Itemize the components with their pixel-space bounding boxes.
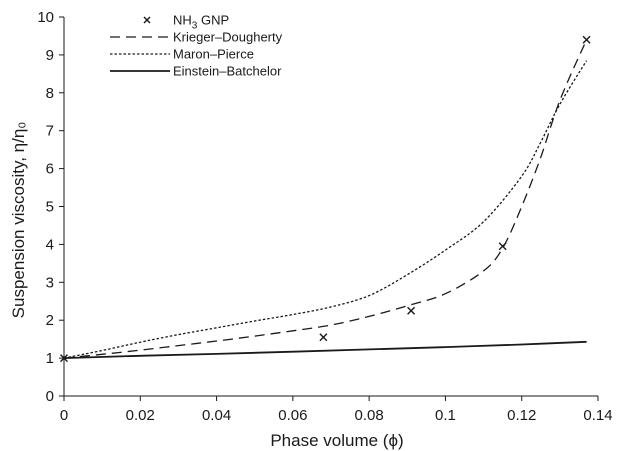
legend-entry-maron-pierce: Maron–Pierce: [110, 47, 254, 62]
data-point-nh3-gnp: [582, 35, 591, 44]
y-tick-label: 8: [46, 85, 54, 102]
x-tick-label: 0.08: [355, 407, 384, 424]
legend-label: NH3 GNP: [173, 13, 229, 32]
legend-label: Maron–Pierce: [173, 47, 254, 62]
y-axis-title: Suspension viscosity, η/η₀: [9, 122, 28, 319]
legend-marker-x: [143, 16, 151, 24]
x-tick-label: 0: [60, 407, 68, 424]
y-tick-label: 4: [46, 236, 54, 253]
series-group: [60, 35, 591, 363]
x-axis-title: Phase volume (ϕ): [270, 431, 403, 450]
y-tick-label: 6: [46, 161, 54, 178]
y-tick-label: 3: [46, 274, 54, 291]
legend-label: Krieger–Dougherty: [173, 30, 283, 45]
y-tick-label: 5: [46, 199, 54, 216]
y-tick-label: 10: [37, 9, 54, 26]
axes: 0 0.02 0.04 0.06 0.08 0.1 0.12 0.14 0 1 2 3 4 5 6 7 8 9 10: [37, 9, 612, 424]
series-line-krieger-dougherty: [63, 39, 588, 359]
x-tick-label: 0.14: [583, 407, 612, 424]
x-tick-label: 0.1: [435, 407, 456, 424]
y-tick-label: 9: [46, 47, 54, 64]
y-tick-label: 7: [46, 123, 54, 140]
data-point-nh3-gnp: [407, 306, 416, 315]
legend-entry-nh3-gnp: NH3 GNP: [143, 13, 229, 32]
y-tick-label: 0: [46, 388, 54, 405]
data-point-nh3-gnp: [319, 333, 328, 342]
legend-entry-einstein-batchelor: Einstein–Batchelor: [110, 64, 282, 79]
x-tick-label: 0.06: [278, 407, 307, 424]
y-tick-label: 2: [46, 312, 54, 329]
x-tick-label: 0.02: [126, 407, 155, 424]
series-line-maron-pierce: [63, 60, 588, 359]
legend-label: Einstein–Batchelor: [173, 64, 282, 79]
y-tick-label: 1: [46, 350, 54, 367]
series-line-einstein-batchelor: [63, 340, 587, 359]
legend-entry-krieger-dougherty: Krieger–Dougherty: [110, 30, 283, 45]
x-tick-label: 0.04: [202, 407, 231, 424]
x-tick-label: 0.12: [507, 407, 536, 424]
